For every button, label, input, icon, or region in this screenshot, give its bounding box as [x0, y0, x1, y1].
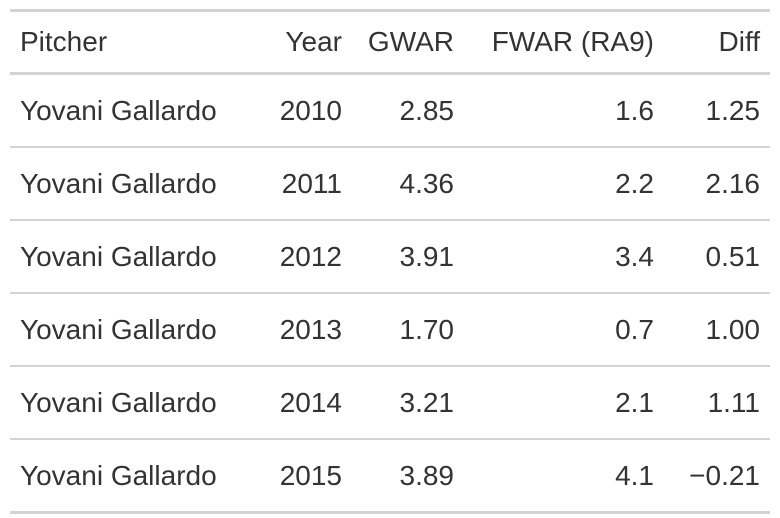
table-row: Yovani Gallardo 2014 3.21 2.1 1.11 — [10, 365, 770, 439]
cell-gwar: 4.36 — [352, 146, 464, 220]
cell-fwar: 2.2 — [464, 146, 664, 220]
table-row: Yovani Gallardo 2012 3.91 3.4 0.51 — [10, 219, 770, 293]
data-table: Pitcher Year GWAR FWAR (RA9) Diff Yovani… — [10, 12, 770, 511]
cell-fwar: 0.7 — [464, 292, 664, 366]
cell-year: 2010 — [279, 94, 342, 126]
cell-gwar: 2.85 — [399, 94, 455, 126]
table-row: Yovani Gallardo 2015 3.89 4.1 −0.21 — [10, 438, 770, 511]
header-row: Pitcher Year GWAR FWAR (RA9) Diff — [10, 12, 770, 75]
cell-diff: 2.16 — [664, 146, 770, 220]
cell-pitcher: Yovani Gallardo — [10, 365, 252, 439]
cell-year: 2011 — [252, 146, 352, 220]
column-header-year: Year — [252, 12, 352, 75]
cell-year: 2014 — [252, 365, 352, 439]
cell-fwar: 3.4 — [464, 219, 664, 293]
cell-diff: 1.11 — [664, 365, 770, 439]
column-header-pitcher: Pitcher — [10, 12, 252, 75]
cell-pitcher: Yovani Gallardo — [10, 438, 252, 511]
cell-diff: 1.00 — [664, 292, 770, 366]
table-body: Yovani Gallardo 2010 2.85 1.6 1.25 Yovan… — [10, 74, 770, 511]
war-comparison-table: Pitcher Year GWAR FWAR (RA9) Diff Yovani… — [10, 9, 770, 514]
cell-pitcher: Yovani Gallardo — [10, 292, 252, 366]
table-row: Yovani Gallardo 2011 4.36 2.2 2.16 — [10, 146, 770, 220]
cell-diff: 0.51 — [664, 219, 770, 293]
cell-year: 2013 — [252, 292, 352, 366]
column-header-diff: Diff — [664, 12, 770, 75]
cell-year: 2015 — [252, 438, 352, 511]
cell-fwar: 4.1 — [464, 438, 664, 511]
cell-gwar: 3.89 — [352, 438, 464, 511]
column-header-fwar: FWAR (RA9) — [464, 12, 664, 75]
table-row: Yovani Gallardo 2013 1.70 0.7 1.00 — [10, 292, 770, 366]
cell-diff: 1.25 — [705, 94, 761, 126]
cell-pitcher: Yovani Gallardo — [10, 219, 252, 293]
cell-fwar: 1.6 — [615, 94, 654, 126]
column-header-gwar: GWAR — [352, 12, 464, 75]
cell-gwar: 1.70 — [352, 292, 464, 366]
table-header: Pitcher Year GWAR FWAR (RA9) Diff — [10, 12, 770, 75]
cell-diff: −0.21 — [664, 438, 770, 511]
cell-gwar: 3.91 — [352, 219, 464, 293]
cell-gwar: 3.21 — [352, 365, 464, 439]
cell-year: 2012 — [252, 219, 352, 293]
cell-pitcher: Yovani Gallardo — [10, 146, 252, 220]
table-row: Yovani Gallardo 2010 2.85 1.6 1.25 — [10, 74, 770, 148]
cell-fwar: 2.1 — [464, 365, 664, 439]
cell-pitcher: Yovani Gallardo — [20, 94, 217, 126]
